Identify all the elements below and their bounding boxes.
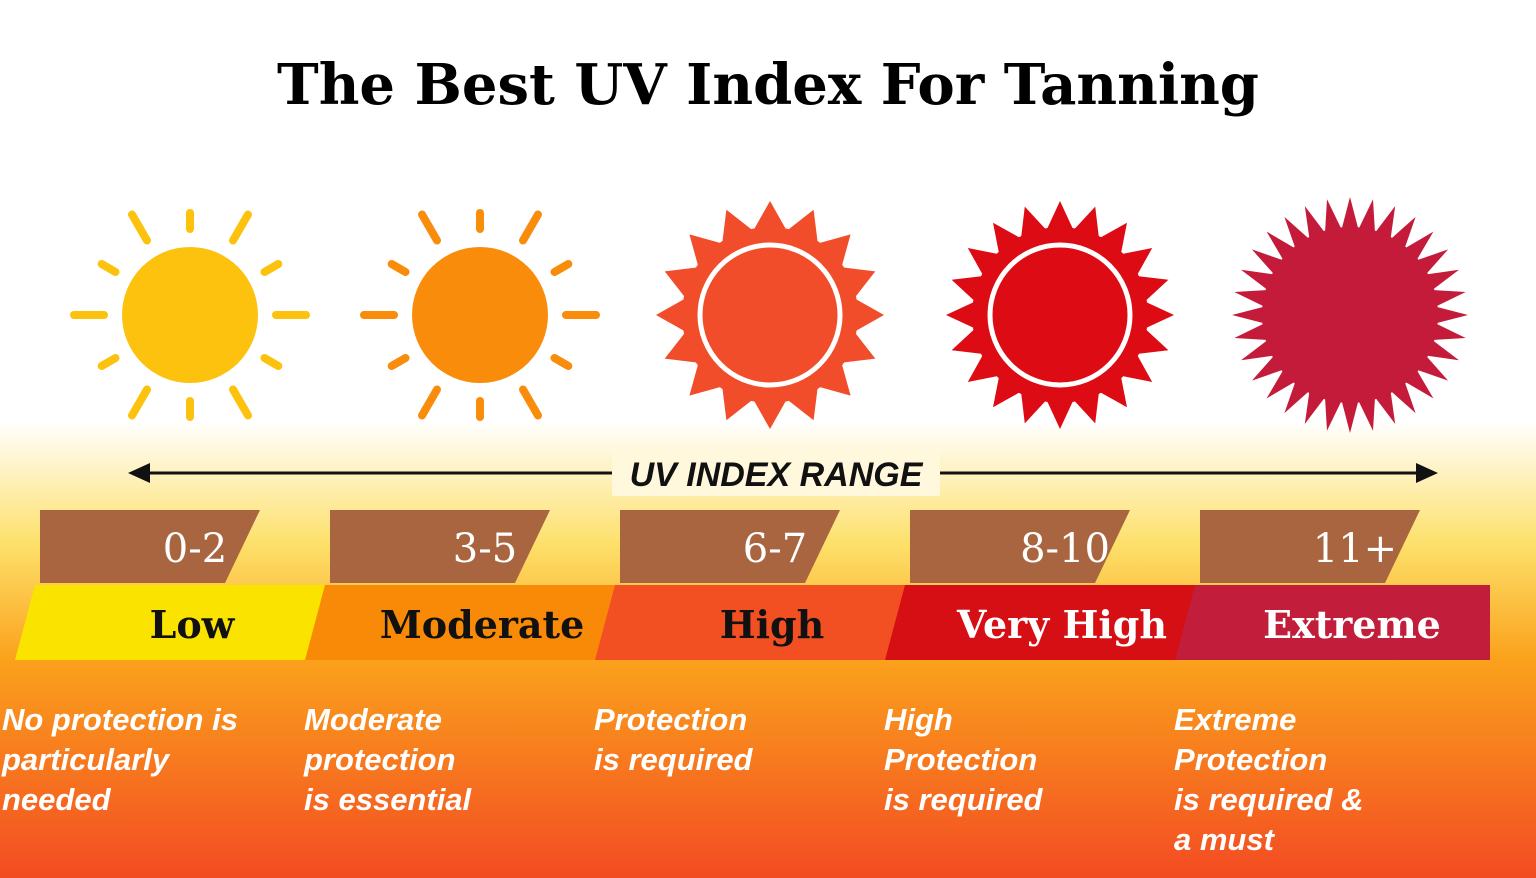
- sun-icon: [1232, 197, 1468, 433]
- sun-icon: [70, 209, 310, 421]
- sun-icon: [656, 201, 884, 429]
- level-label: Extreme: [1263, 602, 1441, 647]
- sun-ray: [229, 385, 252, 420]
- level-description: is required: [884, 782, 1044, 817]
- level-description: is essential: [304, 782, 473, 817]
- level-description: Moderate: [304, 702, 442, 737]
- title: The Best UV Index For Tanning: [277, 52, 1259, 118]
- range-text: 11+: [1313, 526, 1397, 572]
- range-text: 3-5: [453, 526, 517, 572]
- level-band: [15, 585, 330, 660]
- sun-ray: [128, 385, 151, 420]
- level-description: a must: [1174, 822, 1276, 857]
- sun-ray: [260, 260, 283, 276]
- sun-ray: [519, 385, 542, 420]
- sun-ray: [418, 385, 441, 420]
- level-description: High: [884, 702, 953, 737]
- sun-ray: [418, 210, 441, 245]
- sun-ray: [550, 260, 573, 276]
- sun-disc: [122, 247, 258, 383]
- range-label-bg: [612, 450, 940, 496]
- sun-ray: [260, 354, 283, 370]
- level-description: Extreme: [1174, 702, 1296, 737]
- level-label: High: [720, 602, 825, 647]
- sun-ray: [519, 210, 542, 245]
- sun-disc: [972, 227, 1148, 403]
- level-description: needed: [2, 782, 112, 817]
- range-tab: [330, 510, 550, 583]
- level-label: Low: [150, 602, 236, 647]
- sun-ray: [229, 210, 252, 245]
- arrow-head: [128, 463, 150, 483]
- level-description: Protection: [884, 742, 1037, 777]
- sun-ray: [387, 354, 410, 370]
- sun-disc: [1262, 227, 1438, 403]
- range-label: UV INDEX RANGE: [630, 456, 924, 494]
- range-tab: [620, 510, 840, 583]
- sun-ray: [97, 354, 120, 370]
- level-description: particularly: [1, 742, 171, 777]
- sun-disc: [682, 227, 858, 403]
- range-text: 0-2: [163, 526, 227, 572]
- sun-icon: [360, 209, 600, 421]
- arrow-head: [1416, 463, 1438, 483]
- level-description: is required: [594, 742, 754, 777]
- level-label: Moderate: [380, 602, 585, 647]
- level-band: [305, 585, 620, 660]
- level-band: [1175, 585, 1490, 660]
- level-band: [595, 585, 910, 660]
- sun-icon: [946, 201, 1174, 429]
- level-description: is required &: [1174, 782, 1364, 817]
- range-text: 6-7: [743, 526, 807, 572]
- level-description: protection: [303, 742, 456, 777]
- level-description: Protection: [1174, 742, 1327, 777]
- range-tab: [1200, 510, 1420, 583]
- level-label: Very High: [956, 602, 1167, 647]
- range-tab: [40, 510, 260, 583]
- sun-ring: [987, 242, 1133, 388]
- sun-ray: [97, 260, 120, 276]
- sun-ring: [697, 242, 843, 388]
- sun-ray: [128, 210, 151, 245]
- sun-ray: [387, 260, 410, 276]
- range-tab: [910, 510, 1130, 583]
- level-description: No protection is: [2, 702, 238, 737]
- level-band: [885, 585, 1200, 660]
- level-description: Protection: [594, 702, 747, 737]
- range-text: 8-10: [1020, 526, 1110, 572]
- sun-ray: [550, 354, 573, 370]
- sun-disc: [412, 247, 548, 383]
